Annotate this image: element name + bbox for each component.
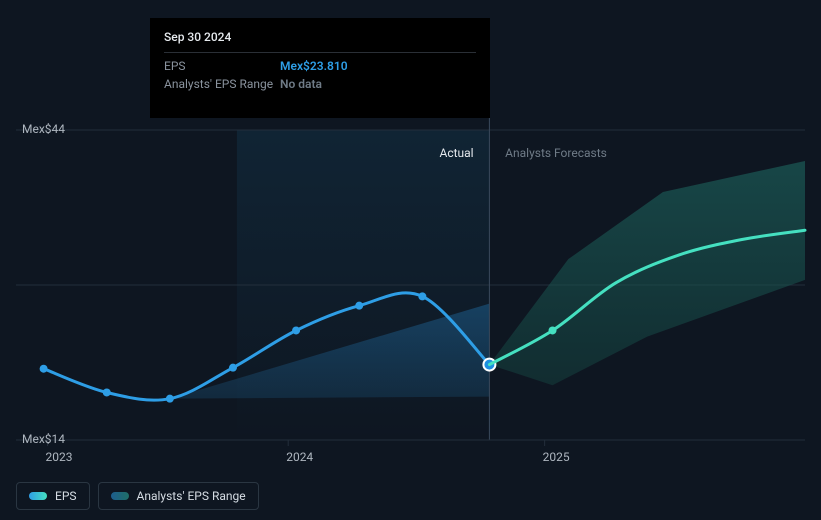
tooltip-row-range: Analysts' EPS Range No data (164, 75, 476, 93)
legend-label: Analysts' EPS Range (137, 489, 246, 503)
x-axis-tick-0: 2023 (46, 450, 73, 464)
tooltip-value: No data (280, 75, 322, 93)
legend-swatch (29, 492, 47, 500)
region-label-actual: Actual (0, 146, 474, 160)
legend-swatch (111, 492, 129, 500)
tooltip-date: Sep 30 2024 (164, 28, 476, 53)
y-axis-max-label: Mex$44 (22, 122, 65, 136)
legend-label: EPS (55, 489, 77, 503)
tooltip-label: Analysts' EPS Range (164, 75, 280, 93)
legend-item-eps[interactable]: EPS (16, 482, 90, 510)
x-axis-tick-2: 2025 (543, 450, 570, 464)
tooltip-value: Mex$23.810 (280, 57, 348, 75)
region-label-forecast: Analysts Forecasts (505, 146, 607, 160)
chart-tooltip: Sep 30 2024 EPS Mex$23.810 Analysts' EPS… (150, 18, 490, 118)
chart-legend: EPS Analysts' EPS Range (16, 482, 259, 510)
tooltip-label: EPS (164, 57, 280, 75)
x-axis-tick-1: 2024 (286, 450, 313, 464)
legend-item-range[interactable]: Analysts' EPS Range (98, 482, 259, 510)
y-axis-min-label: Mex$14 (22, 432, 65, 446)
tooltip-row-eps: EPS Mex$23.810 (164, 57, 476, 75)
